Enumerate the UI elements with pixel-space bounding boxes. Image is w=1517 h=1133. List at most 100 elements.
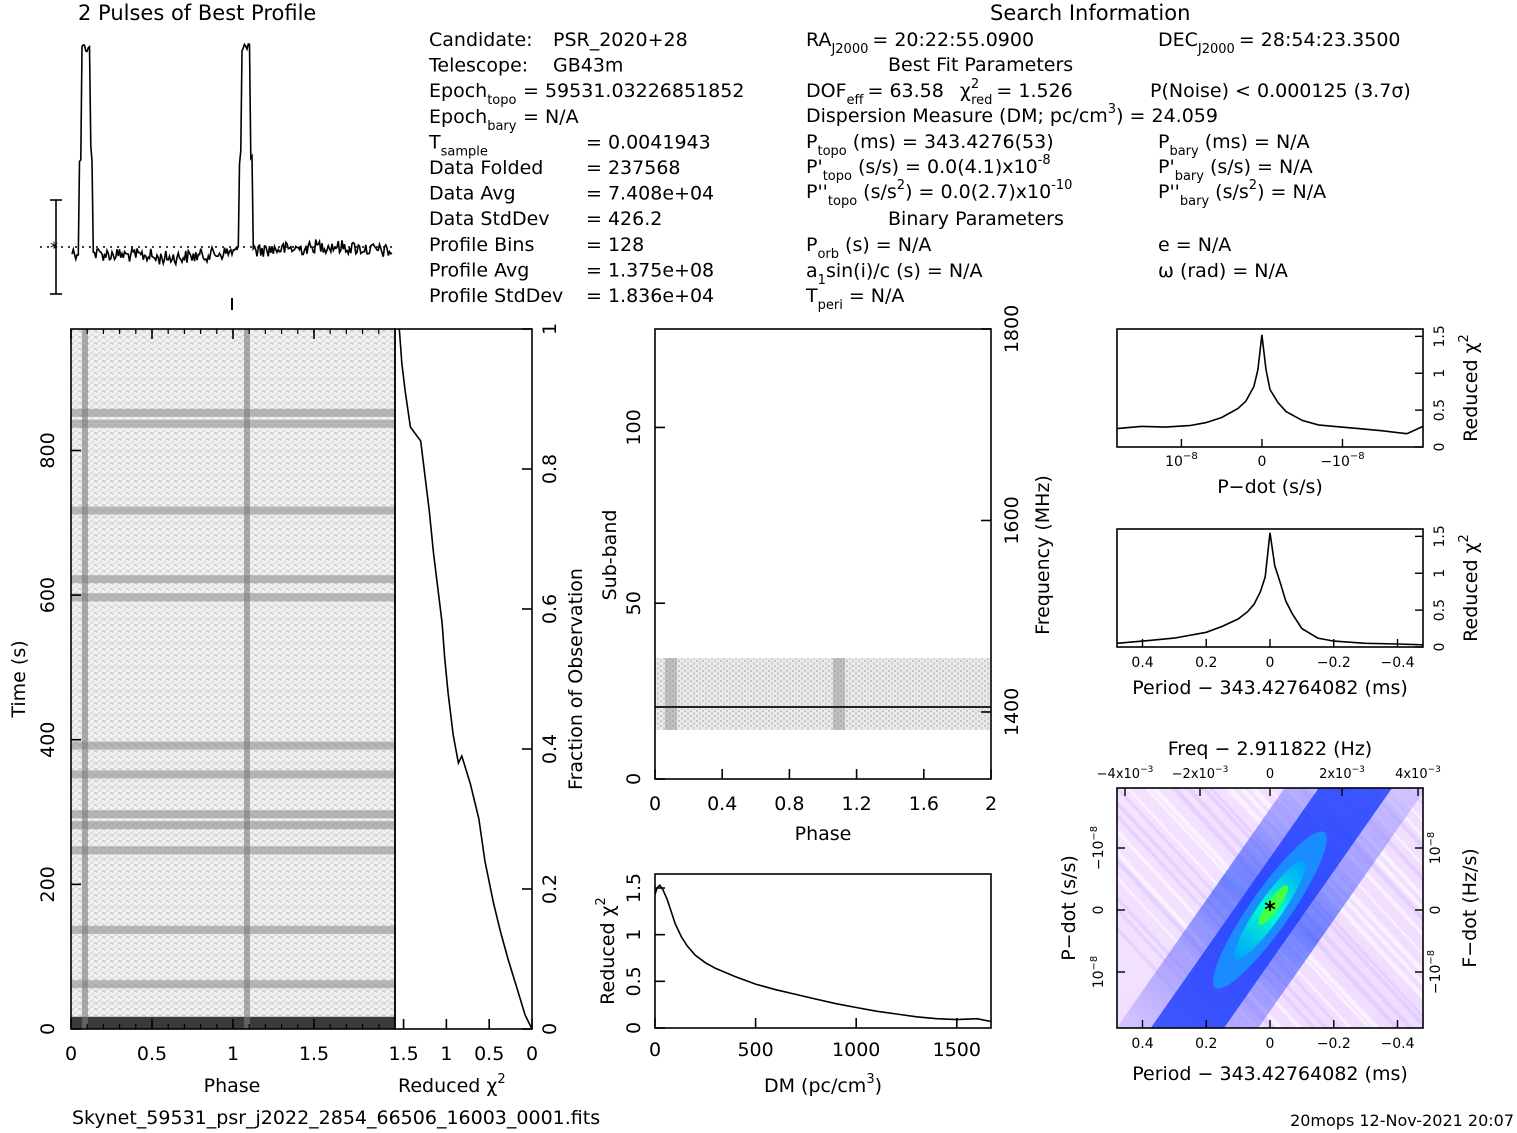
info-mid-column: RAJ2000 = 20:22:55.0900 DECJ2000 = 28:54:2… xyxy=(805,29,1411,313)
p-pdot-xlabel: Period − 343.42764082 (ms) xyxy=(1132,1063,1408,1085)
info-row-value: = 1.836e+04 xyxy=(586,285,714,307)
small-curve-ytick: 1 xyxy=(1432,569,1448,578)
small-curve-ytick: 1 xyxy=(1432,369,1448,378)
chi2-time-ticks: 1.5 1 0.5 00 0.2 0.4 0.6 0.8 1 xyxy=(388,323,561,1065)
time-phase-band xyxy=(71,980,395,989)
chi2-time-xtick: 1.5 xyxy=(388,1043,418,1065)
info-row-value: = 128 xyxy=(586,234,644,256)
subband-xtick: 1.2 xyxy=(841,793,871,815)
time-phase-band xyxy=(71,821,395,830)
subband-panel: 0 0.4 0.8 1.2 1.6 2 0 50 100 1400 1600 1800 Phase S… xyxy=(599,305,1054,845)
pddot-bary-label: P''bary (s/s2) = N/A xyxy=(1158,178,1326,209)
chi2-time-xtick: 0 xyxy=(526,1043,538,1065)
p-pdot-xtick: 0 xyxy=(1266,1036,1275,1052)
pbary-label: Pbary (ms) = N/A xyxy=(1158,131,1310,159)
p-pdot-ytick: 10−8 xyxy=(1089,956,1107,989)
subband-ylabel-right: Frequency (MHz) xyxy=(1032,475,1054,635)
pdot-xtick: 10−8 xyxy=(1165,451,1198,470)
profile-mean-marker: * xyxy=(50,238,58,257)
period-trace xyxy=(1116,532,1424,646)
time-phase-band xyxy=(71,810,395,819)
p-pdot-ylabel-right: F−dot (Hz/s) xyxy=(1459,848,1481,967)
dm-ytick: 1 xyxy=(623,929,645,941)
chi2-time-ylabel-right: Fraction of Observation xyxy=(565,568,587,790)
period-xtick: 0 xyxy=(1266,655,1275,671)
subband-ytick: 100 xyxy=(623,409,645,445)
info-row-label: Tsample xyxy=(428,131,488,159)
dm-xtick: 0 xyxy=(649,1039,661,1061)
dm-ytick: 0.5 xyxy=(623,966,645,996)
p-pdot-streak xyxy=(1487,768,1517,1048)
p-pdot-top-xtick: 0 xyxy=(1266,767,1274,782)
subband-pulse-2 xyxy=(833,658,845,730)
subband-ytick-right: 1600 xyxy=(1001,496,1023,544)
e-label: e = N/A xyxy=(1158,234,1231,256)
p-pdot-ytick-right: 10−8 xyxy=(1426,832,1444,865)
subband-pulse-1 xyxy=(665,658,677,730)
period-xlabel: Period − 343.42764082 (ms) xyxy=(1132,677,1408,699)
p-pdot-xtick: 0.2 xyxy=(1195,1036,1217,1052)
chi2-time-xlabel: Reduced χ2 xyxy=(398,1072,506,1097)
dm-panel: 0 500 1000 1500 0 0.5 1 1.5 DM (pc/cm3) Reduced… xyxy=(594,873,992,1097)
info-row-label: Profile StdDev xyxy=(429,285,563,307)
small-curve-ytick: 1.5 xyxy=(1432,325,1448,347)
dm-ytick: 1.5 xyxy=(623,873,645,903)
pdot-topo-label: P'topo (s/s) = 0.0(4.1)x10-8 xyxy=(806,153,1051,184)
omega-label: ω (rad) = N/A xyxy=(1158,260,1288,282)
p-pdot-ytick-right: 0 xyxy=(1428,906,1444,915)
time-phase-ytick: 400 xyxy=(37,722,59,758)
chi2-time-ytick: 0.6 xyxy=(539,594,561,624)
p-pdot-ticks: 0.4 0.2 0 −0.2 −0.4 −4x10−3 −2x10−3 0 2x10−3 4x10… xyxy=(1089,765,1444,1052)
info-row-value: = N/A xyxy=(523,106,579,128)
pdot-xtick: −10−8 xyxy=(1320,451,1364,470)
info-row-value: GB43m xyxy=(553,55,623,77)
info-row-label: Data Folded xyxy=(429,157,543,179)
chi2-time-ytick: 0 xyxy=(539,1023,561,1035)
small-curve-ytick: 1.5 xyxy=(1432,525,1448,547)
subband-ytick: 50 xyxy=(623,591,645,615)
subband-xlabel: Phase xyxy=(795,823,852,845)
subband-ticks: 0 0.4 0.8 1.2 1.6 2 0 50 100 1400 1600 1800 xyxy=(623,305,1023,815)
time-phase-panel: 0 0.5 1 1.5 0 200 400 600 800 Phase Time (s) xyxy=(8,328,396,1097)
pnoise-label: P(Noise) < 0.000125 (3.7σ) xyxy=(1150,80,1411,102)
info-row-value: = 7.408e+04 xyxy=(586,183,714,205)
dm-xtick: 1500 xyxy=(933,1039,981,1061)
period-ylabel-right: Reduced χ2 xyxy=(1457,534,1482,642)
dm-trace xyxy=(654,883,992,1023)
chi2-time-xtick: 0.5 xyxy=(474,1043,504,1065)
pdot-bary-label: P'bary (s/s) = N/A xyxy=(1158,156,1313,184)
time-phase-xtick: 1.5 xyxy=(299,1043,329,1065)
small-curve-ytick: 0.5 xyxy=(1432,399,1448,421)
time-phase-pulse-track xyxy=(81,329,88,1029)
info-row-label: Epochbary xyxy=(429,106,517,134)
time-phase-band xyxy=(71,419,395,428)
p-pdot-top-xtick: −2x10−3 xyxy=(1172,765,1229,782)
period-ticks: 0 0.5 1 1.5 0.4 0.2 0 −0.2 −0.4 xyxy=(1131,525,1448,671)
dm-ylabel: Reduced χ2 xyxy=(594,897,619,1005)
p-pdot-peak xyxy=(1258,885,1289,926)
time-phase-heatmap xyxy=(71,329,395,1029)
period-panel: 0 0.5 1 1.5 0.4 0.2 0 −0.2 −0.4 Period − 343.427… xyxy=(1116,525,1482,699)
time-phase-ylabel: Time (s) xyxy=(8,640,30,718)
chi2-time-ytick: 1 xyxy=(539,323,561,335)
chi2-time-trace xyxy=(398,328,533,1030)
info-row-value: = 426.2 xyxy=(586,208,662,230)
subband-ylabel: Sub-band xyxy=(599,510,621,601)
info-left-column: Candidate: PSR_2020+28 Telescope: GB43m Epoc… xyxy=(428,29,744,307)
p-pdot-top-xtick: 2x10−3 xyxy=(1319,765,1365,782)
small-curve-ytick: 0 xyxy=(1432,443,1448,452)
info-row-value: = 237568 xyxy=(586,157,681,179)
subband-ytick-right: 1800 xyxy=(1001,305,1023,353)
info-row-label: Profile Bins xyxy=(429,234,534,256)
footer-stamp: 20mops 12-Nov-2021 20:07 xyxy=(1290,1111,1514,1130)
time-phase-ticks: 0 0.5 1 1.5 0 200 400 600 800 xyxy=(37,329,380,1065)
pdot-xtick: 0 xyxy=(1257,454,1266,470)
period-xtick: 0.4 xyxy=(1131,655,1153,671)
p-pdot-xtick: −0.2 xyxy=(1317,1036,1351,1052)
info-row-value: PSR_2020+28 xyxy=(553,29,688,51)
dm-xtick: 1000 xyxy=(832,1039,880,1061)
p-pdot-top-xtick: −4x10−3 xyxy=(1097,765,1154,782)
pdot-xlabel: P−dot (s/s) xyxy=(1217,476,1323,498)
time-phase-band xyxy=(71,770,395,779)
p-pdot-ytick: 0 xyxy=(1091,906,1107,915)
